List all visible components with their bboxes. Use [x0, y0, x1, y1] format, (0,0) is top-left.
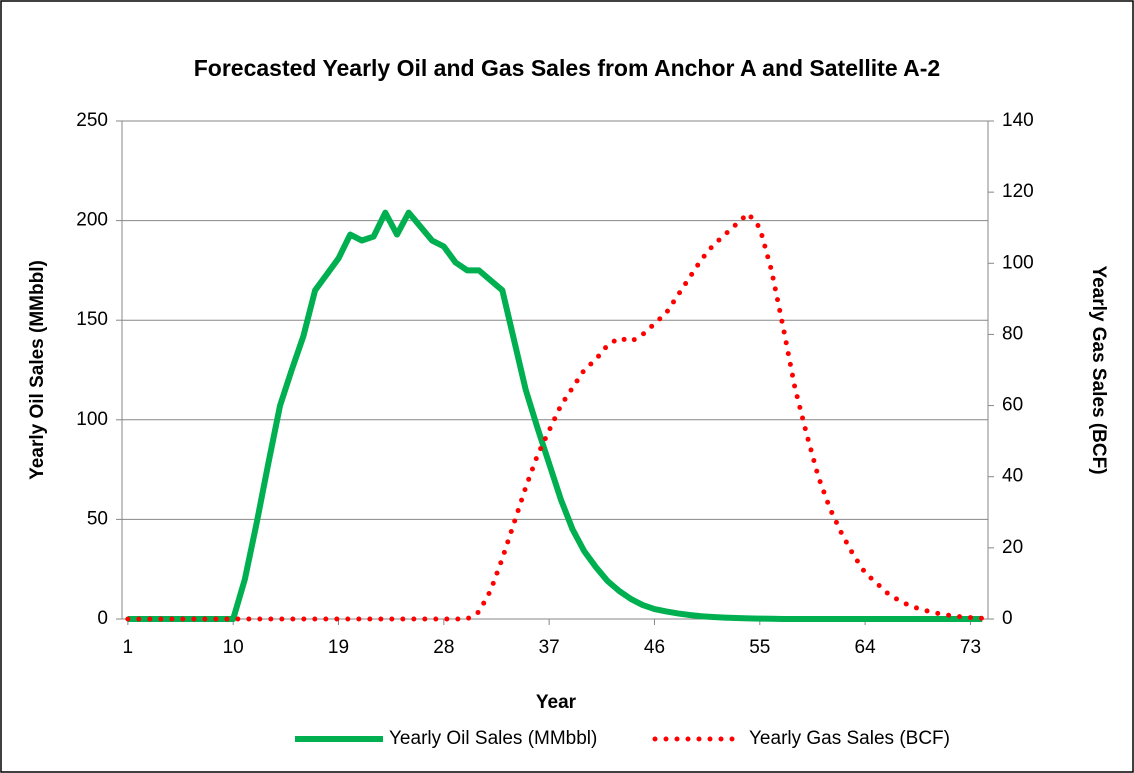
x-axis-title: Year — [536, 692, 577, 713]
y2-tick-label: 80 — [1002, 323, 1023, 344]
x-tick-label: 55 — [749, 637, 770, 658]
y-tick-label: 250 — [76, 110, 108, 131]
x-tick-label: 19 — [328, 637, 349, 658]
series-line — [125, 210, 985, 622]
chart-title: Forecasted Yearly Oil and Gas Sales from… — [194, 55, 940, 81]
y2-tick-label: 40 — [1002, 466, 1023, 487]
y-tick-label: 200 — [76, 210, 108, 231]
y-tick-label: 50 — [87, 508, 108, 529]
legend-label: Yearly Gas Sales (BCF) — [749, 728, 950, 749]
x-tick-label: 73 — [960, 637, 981, 658]
x-tick-label: 64 — [855, 637, 877, 658]
y2-tick-label: 20 — [1002, 537, 1023, 558]
y2-tick-label: 140 — [1002, 110, 1034, 131]
x-tick-label: 37 — [539, 637, 560, 658]
y2-tick-label: 100 — [1002, 252, 1034, 273]
x-tick-label: 28 — [433, 637, 454, 658]
y2-tick-label: 0 — [1002, 608, 1013, 629]
x-tick-label: 46 — [644, 637, 665, 658]
x-tick-label: 1 — [123, 637, 134, 658]
y-tick-label: 100 — [76, 409, 108, 430]
y-tick-label: 150 — [76, 309, 108, 330]
series-line — [127, 209, 983, 622]
legend-label: Yearly Oil Sales (MMbbl) — [389, 728, 597, 749]
y2-axis-title: Yearly Gas Sales (BCF) — [1088, 265, 1109, 474]
y2-tick-label: 120 — [1002, 181, 1034, 202]
y2-tick-label: 60 — [1002, 395, 1023, 416]
x-tick-label: 10 — [223, 637, 244, 658]
y-axis-title: Yearly Oil Sales (MMbbl) — [27, 260, 48, 480]
y-tick-label: 0 — [97, 608, 108, 629]
